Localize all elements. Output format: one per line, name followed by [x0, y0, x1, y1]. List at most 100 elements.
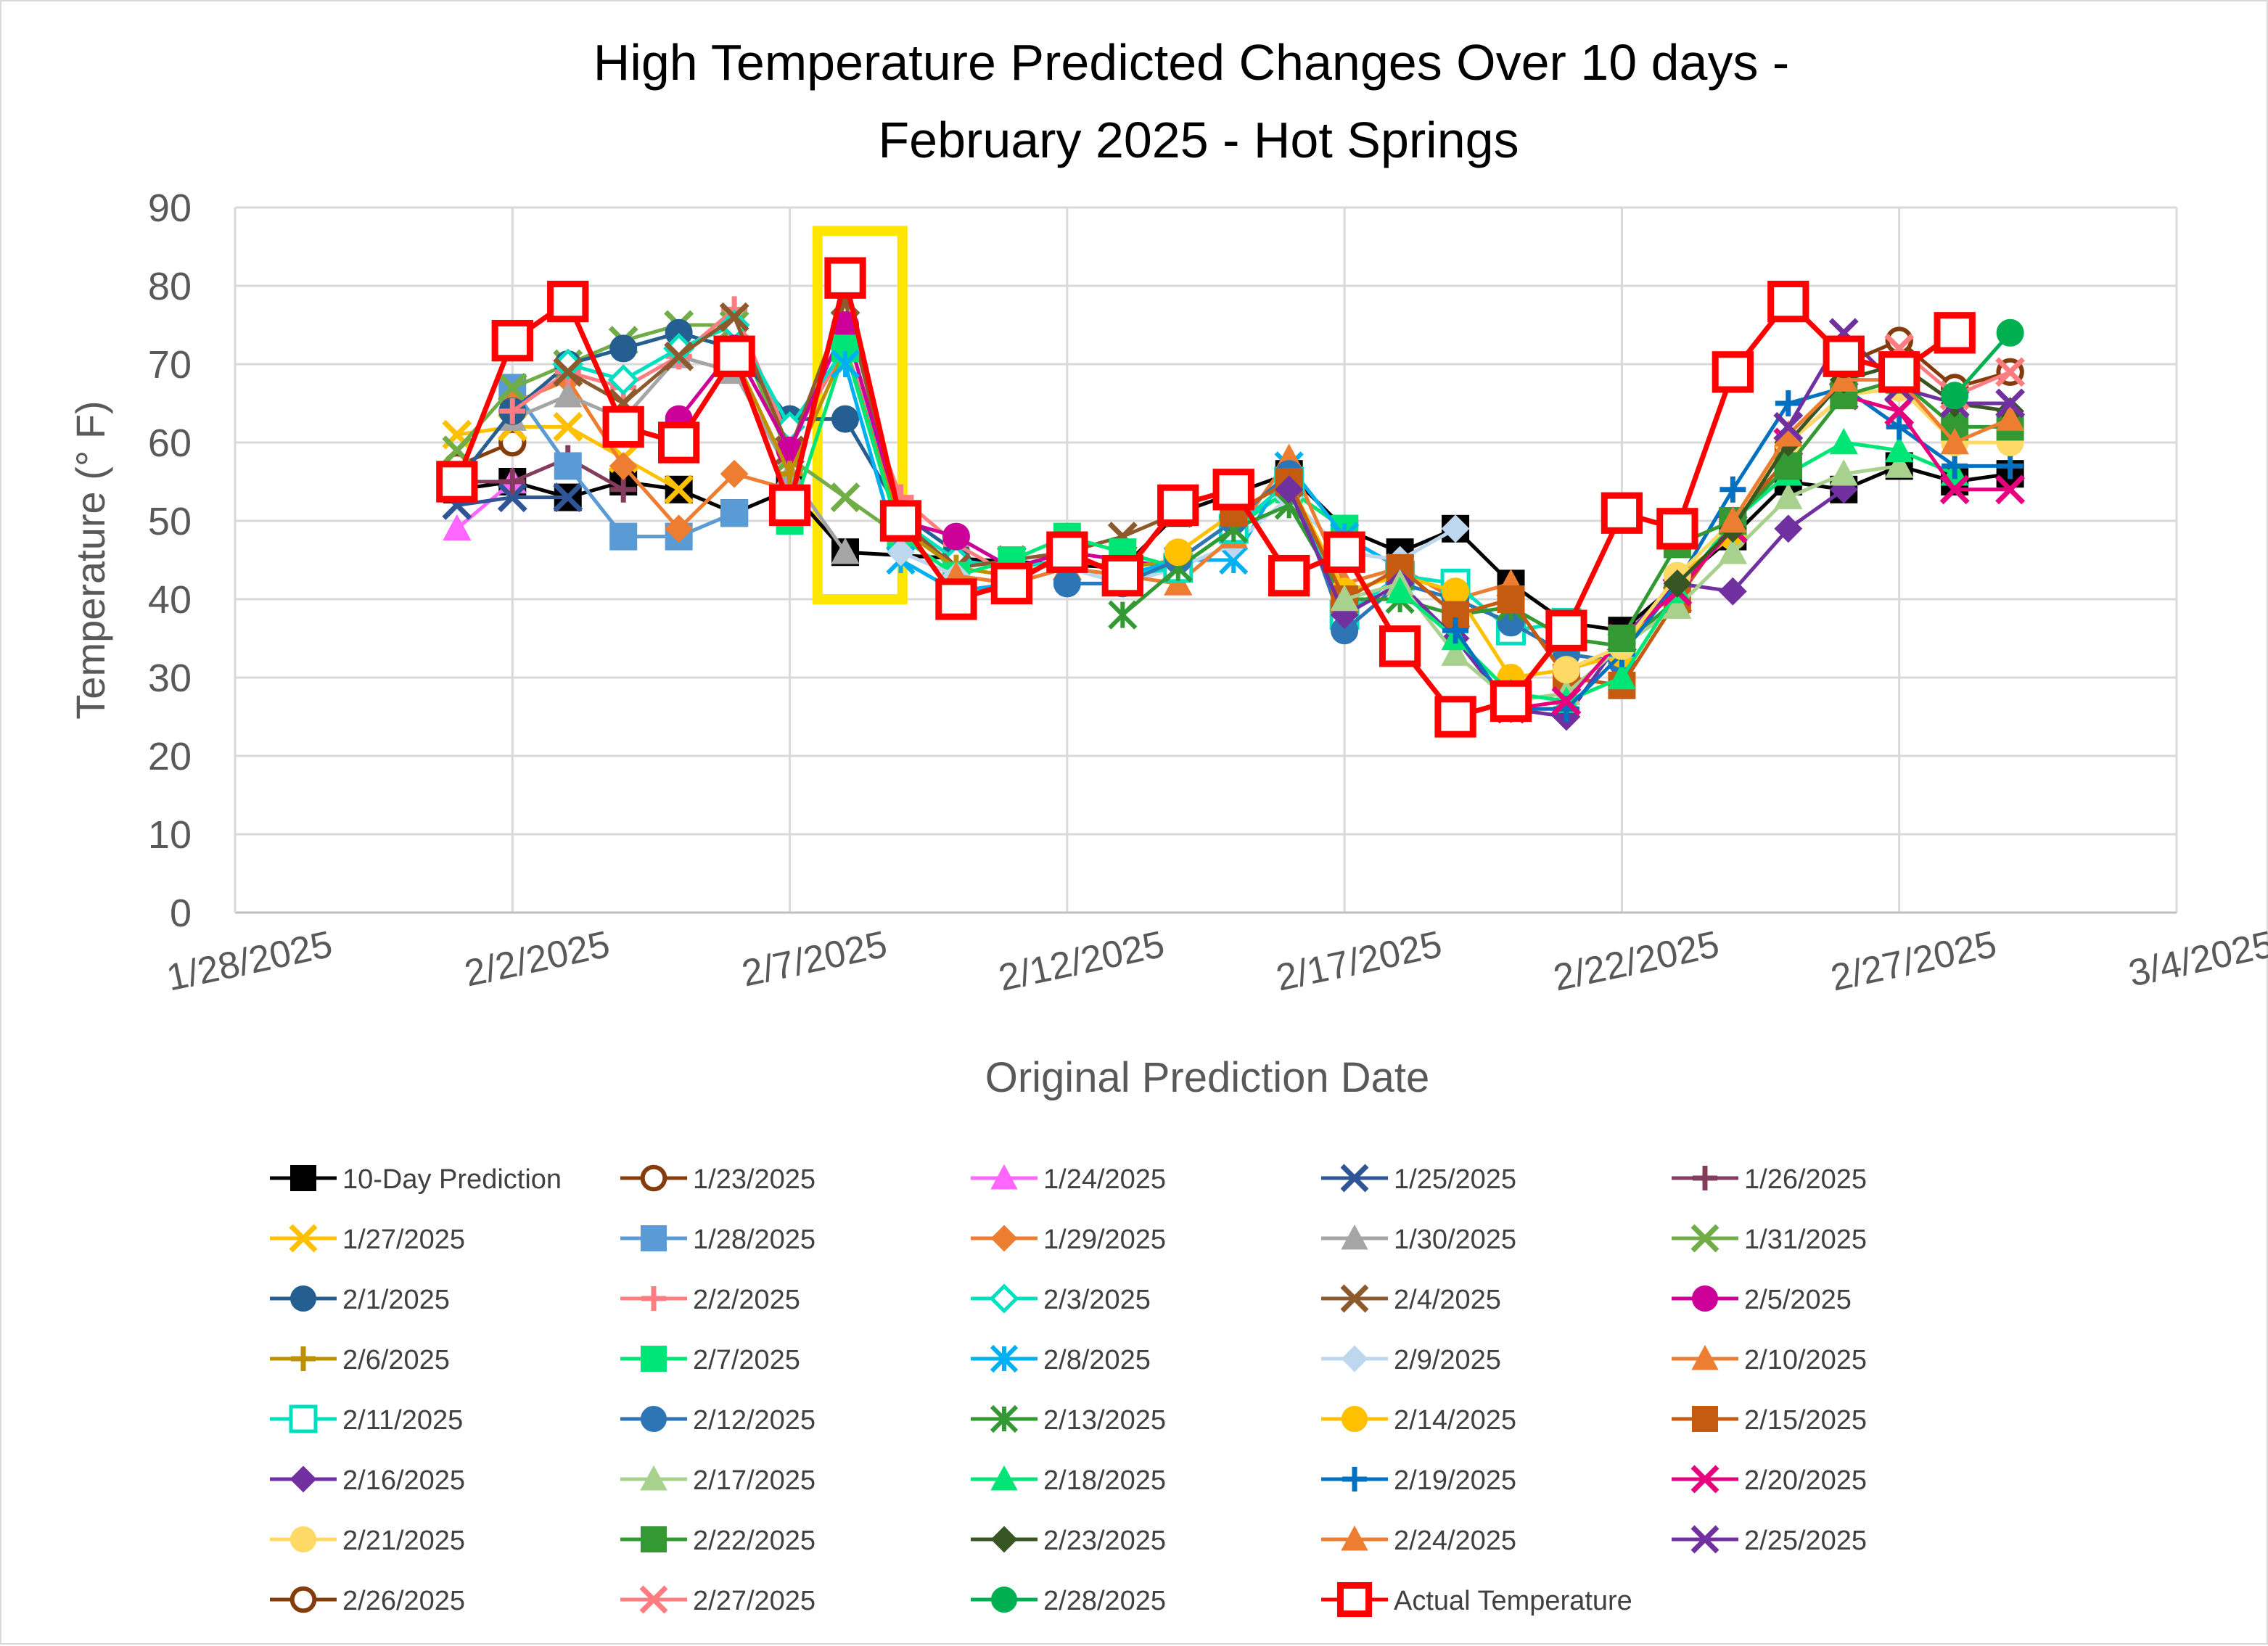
series-26-point-2	[1441, 639, 1470, 666]
series-7-point-4	[720, 459, 749, 488]
series-6-point-2	[609, 522, 638, 551]
y-tick-label-50: 50	[148, 500, 192, 543]
series-4-point-1	[499, 469, 526, 495]
series-9-point-7	[830, 482, 860, 513]
legend-item-37: 2/28/2025	[971, 1586, 1166, 1616]
series-5-point-4	[664, 474, 694, 505]
legend-marker-26	[640, 1465, 667, 1491]
y-tick-label-10: 10	[148, 813, 192, 857]
legend-marker-21	[641, 1406, 667, 1432]
series-line-14	[677, 323, 1179, 570]
legend-item-14: 2/5/2025	[1672, 1285, 1852, 1315]
series-29-point-8	[1939, 474, 1970, 505]
series-line-4	[456, 456, 625, 491]
series-38	[436, 257, 1976, 738]
legend-marker-10	[290, 1285, 316, 1312]
legend-item-16: 2/7/2025	[620, 1345, 800, 1375]
y-tick-label-90: 90	[148, 186, 192, 230]
y-axis-label: Temperature (° F)	[67, 400, 113, 719]
legend-item-6: 1/28/2025	[620, 1225, 815, 1255]
legend-label-31: 2/22/2025	[693, 1526, 815, 1556]
series-13-point-0	[553, 357, 583, 387]
series-line-38	[454, 275, 1957, 720]
legend-item-22: 2/13/2025	[971, 1404, 1166, 1436]
legend-label-17: 2/8/2025	[1043, 1345, 1151, 1375]
series-38-point-26	[1878, 351, 1920, 393]
series-line-35	[1843, 339, 2011, 390]
legend-item-18: 2/9/2025	[1321, 1345, 1501, 1375]
legend-item-10: 2/1/2025	[270, 1285, 450, 1315]
legend-label-33: 2/24/2025	[1394, 1526, 1516, 1556]
series-8-point-6	[831, 538, 860, 564]
legend-label-10: 2/1/2025	[342, 1285, 450, 1315]
legend-label-35: 2/26/2025	[342, 1586, 465, 1616]
series-38-point-13	[1157, 484, 1199, 527]
legend-label-18: 2/9/2025	[1394, 1345, 1501, 1375]
series-38-point-16	[1323, 531, 1365, 573]
legend-item-35: 2/26/2025	[270, 1586, 465, 1616]
series-10-point-7	[831, 405, 860, 433]
x-tick-label-2: 2/7/2025	[739, 923, 891, 995]
legend-label-37: 2/28/2025	[1043, 1586, 1166, 1616]
series-38-point-12	[1101, 554, 1143, 597]
series-28-point-5	[1720, 476, 1746, 503]
legend-item-17: 2/8/2025	[971, 1344, 1151, 1375]
series-37-point-0	[1941, 382, 1969, 410]
legend-label-23: 2/14/2025	[1394, 1405, 1516, 1436]
legend-marker-30	[290, 1526, 316, 1552]
legend-marker-16	[641, 1346, 667, 1372]
series-38-point-6	[768, 484, 811, 527]
legend-marker-3	[1340, 1164, 1369, 1193]
legend-item-11: 2/2/2025	[620, 1285, 800, 1315]
legend-item-1: 1/23/2025	[620, 1164, 815, 1195]
legend-marker-35	[289, 1586, 317, 1613]
x-tick-label-3: 2/12/2025	[995, 923, 1168, 1000]
series-23-point-5	[1442, 577, 1470, 606]
series-38-point-21	[1601, 492, 1643, 534]
legend-marker-37	[991, 1587, 1017, 1613]
series-24-point-5	[1497, 585, 1525, 613]
chart-title-line-2: February 2025 - Hot Springs	[878, 112, 1519, 168]
series-27-point-4	[1607, 662, 1637, 690]
legend: 10-Day Prediction 1/23/2025 1/24/2025 1/25/…	[270, 1164, 1867, 1618]
legend-marker-2	[990, 1164, 1018, 1190]
legend-label-12: 2/3/2025	[1043, 1285, 1151, 1315]
series-38-point-27	[1934, 312, 1976, 354]
legend-item-23: 2/14/2025	[1321, 1405, 1516, 1436]
legend-label-14: 2/5/2025	[1744, 1285, 1852, 1315]
legend-item-4: 1/26/2025	[1672, 1164, 1867, 1195]
series-36-point-2	[1995, 357, 2026, 387]
series-38-point-5	[713, 335, 755, 377]
series-26-point-0	[1330, 584, 1359, 612]
legend-item-30: 2/21/2025	[270, 1526, 465, 1556]
legend-item-32: 2/23/2025	[971, 1526, 1166, 1556]
legend-marker-33	[1341, 1525, 1368, 1551]
series-22-point-0	[1108, 600, 1138, 630]
legend-label-34: 2/25/2025	[1744, 1526, 1867, 1556]
legend-item-13: 2/4/2025	[1321, 1284, 1501, 1315]
legend-marker-25	[289, 1465, 317, 1493]
series-line-15	[732, 346, 1235, 578]
legend-item-28: 2/19/2025	[1321, 1465, 1516, 1496]
series-33-point-0	[1718, 506, 1748, 533]
legend-label-9: 1/31/2025	[1744, 1225, 1867, 1255]
legend-item-34: 2/25/2025	[1672, 1525, 1867, 1556]
legend-marker-32	[990, 1526, 1018, 1553]
legend-label-7: 1/29/2025	[1043, 1225, 1166, 1255]
legend-item-21: 2/12/2025	[620, 1405, 815, 1436]
series-25-point-8	[1718, 577, 1747, 606]
legend-item-15: 2/6/2025	[270, 1345, 450, 1375]
series-27-point-9	[1885, 435, 1914, 463]
series-28-point-10	[1997, 453, 2023, 480]
legend-label-15: 2/6/2025	[342, 1345, 450, 1375]
legend-item-27: 2/18/2025	[971, 1465, 1166, 1496]
legend-item-26: 2/17/2025	[620, 1465, 815, 1496]
series-6-point-1	[554, 452, 582, 480]
legend-marker-9	[1690, 1224, 1720, 1253]
legend-marker-27	[990, 1465, 1018, 1491]
y-tick-label-30: 30	[148, 657, 192, 700]
series-29-point-7	[1884, 396, 1915, 427]
series-38-point-11	[1046, 531, 1088, 573]
series-38-point-20	[1545, 609, 1587, 651]
legend-item-24: 2/15/2025	[1672, 1405, 1867, 1436]
